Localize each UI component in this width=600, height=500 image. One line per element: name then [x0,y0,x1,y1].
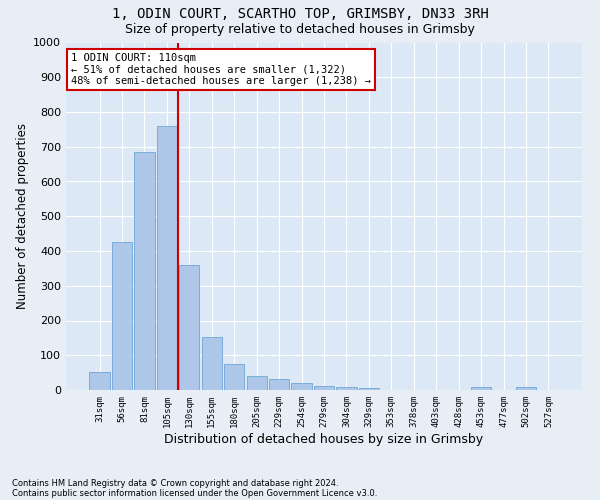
Bar [202,337,222,390]
X-axis label: Distribution of detached houses by size in Grimsby: Distribution of detached houses by size … [164,432,484,446]
Text: Size of property relative to detached houses in Grimsby: Size of property relative to detached ho… [125,22,475,36]
Bar [359,388,379,390]
Bar [179,265,199,390]
Bar [269,379,289,390]
Bar [89,372,110,390]
Bar [292,383,311,390]
Text: 1, ODIN COURT, SCARTHO TOP, GRIMSBY, DN33 3RH: 1, ODIN COURT, SCARTHO TOP, GRIMSBY, DN3… [112,8,488,22]
Bar [157,126,177,390]
Bar [134,152,155,390]
Text: 1 ODIN COURT: 110sqm
← 51% of detached houses are smaller (1,322)
48% of semi-de: 1 ODIN COURT: 110sqm ← 51% of detached h… [71,53,371,86]
Bar [471,387,491,390]
Text: Contains public sector information licensed under the Open Government Licence v3: Contains public sector information licen… [12,488,377,498]
Bar [224,364,244,390]
Y-axis label: Number of detached properties: Number of detached properties [16,123,29,309]
Bar [247,376,267,390]
Bar [112,242,132,390]
Bar [337,387,356,390]
Bar [516,387,536,390]
Bar [314,386,334,390]
Text: Contains HM Land Registry data © Crown copyright and database right 2024.: Contains HM Land Registry data © Crown c… [12,478,338,488]
